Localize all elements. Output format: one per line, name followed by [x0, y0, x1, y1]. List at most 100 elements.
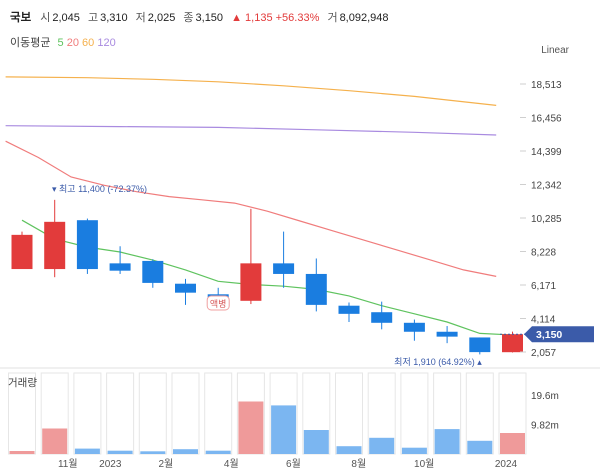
volume-bar[interactable] [238, 401, 264, 455]
candle[interactable] [273, 231, 295, 288]
candle-body[interactable] [338, 305, 360, 314]
volume-slot [106, 372, 135, 455]
close-label: 종 [183, 12, 194, 24]
ma-5-label[interactable]: 5 [57, 37, 64, 49]
x-tick-label: 4월 [224, 458, 239, 470]
volume-pane-title: 거래량 [8, 377, 37, 389]
volume-slot [335, 372, 363, 455]
volume-bar[interactable] [74, 448, 100, 454]
candle-body[interactable] [371, 312, 393, 323]
volume-bar[interactable] [336, 446, 362, 454]
close-value: 3,150 [195, 12, 224, 24]
candle-body[interactable] [436, 331, 458, 337]
ma-legend-label: 이동평균 [10, 37, 51, 49]
volume-bar[interactable] [42, 428, 68, 455]
ma-60-label[interactable]: 60 [82, 37, 95, 49]
candle[interactable] [338, 302, 360, 322]
candle[interactable] [403, 319, 425, 341]
quote-summary: 국보 시 2,045 고 3,310 저 2,025 종 3,150 ▲ 1,135 +… [10, 9, 394, 25]
low-value: 2,025 [147, 12, 176, 24]
volume-y-tick-label: 19.6m [531, 391, 559, 402]
high-value: 3,310 [100, 12, 128, 24]
volume-y-tick-label: 9.82m [531, 421, 559, 432]
candle[interactable] [175, 278, 196, 305]
event-tag[interactable]: 액병 [206, 295, 230, 311]
volume-bar[interactable] [303, 430, 329, 454]
volume-bar[interactable] [369, 437, 395, 454]
stock-name: 국보 [10, 12, 32, 24]
y-tick-label: 4,114 [531, 315, 556, 326]
y-tick-label: 10,285 [531, 214, 562, 225]
candle-body[interactable] [142, 260, 164, 283]
current-price-label: 3,150 [536, 329, 562, 341]
volume-bar[interactable] [271, 405, 297, 454]
y-tick-label: 16,456 [531, 114, 562, 125]
candle-body[interactable] [403, 322, 425, 332]
candle-body[interactable] [305, 273, 327, 305]
y-tick-label: 14,399 [531, 147, 562, 158]
x-tick-label: 10월 [414, 458, 434, 470]
candle[interactable] [305, 258, 327, 312]
candle-body[interactable] [11, 234, 33, 270]
x-tick-label: 2월 [158, 458, 173, 470]
y-tick-label: 6,171 [531, 281, 556, 292]
change-value: ▲ 1,135 +56.33% [231, 12, 320, 24]
candle[interactable] [76, 218, 98, 274]
candle-body[interactable] [240, 263, 262, 301]
candle[interactable] [240, 208, 262, 305]
volume-value: 8,092,948 [339, 12, 389, 24]
x-tick-label: 8월 [351, 458, 366, 470]
candle-body[interactable] [76, 220, 98, 270]
volume-bar[interactable] [205, 450, 231, 454]
x-tick-label: 2023 [99, 459, 122, 470]
volume-bar[interactable] [173, 449, 198, 454]
x-tick-label: 2024 [495, 459, 518, 470]
volume-bar[interactable] [107, 450, 133, 454]
candle[interactable] [469, 337, 491, 355]
volume-bar[interactable] [500, 433, 525, 454]
event-tag-label: 액병 [210, 298, 227, 309]
open-value: 2,045 [52, 12, 80, 24]
y-tick-label: 2,057 [531, 348, 556, 359]
scale-toggle-button[interactable]: Linear [541, 45, 569, 56]
volume-bar[interactable] [401, 447, 427, 454]
volume-slot [8, 372, 36, 455]
candle[interactable] [436, 326, 458, 344]
volume-slot [73, 372, 102, 455]
moving-average-legend[interactable]: 이동평균 5 20 60 120 [10, 34, 116, 50]
current-price-tag [524, 326, 594, 343]
y-tick-label: 12,342 [531, 181, 562, 192]
volume-label: 거 [327, 12, 338, 24]
y-tick-label: 8,228 [531, 248, 556, 259]
candle[interactable] [109, 246, 131, 274]
volume-bar[interactable] [467, 440, 493, 454]
candle[interactable] [371, 301, 393, 330]
candle[interactable] [502, 331, 523, 353]
candle-body[interactable] [502, 334, 523, 353]
candle-body[interactable] [273, 263, 295, 274]
candle-body[interactable] [175, 283, 196, 293]
ma-5-line [21, 219, 513, 336]
candle-body[interactable] [469, 337, 491, 353]
candle[interactable] [44, 199, 66, 278]
low-price-marker: 최저 1,910 (64.92%) ▴ [394, 357, 482, 367]
x-tick-label: 6월 [286, 458, 301, 470]
volume-bar[interactable] [140, 451, 166, 454]
low-label: 저 [135, 12, 146, 24]
high-price-marker: ▾ 최고 11,400 (-72.37%) [52, 184, 147, 194]
volume-slot [171, 372, 200, 455]
candle[interactable] [142, 259, 164, 288]
candle-body[interactable] [109, 263, 131, 271]
volume-bar[interactable] [9, 451, 35, 454]
open-label: 시 [40, 12, 51, 24]
candle[interactable] [11, 231, 33, 270]
candle-body[interactable] [44, 221, 66, 270]
volume-bar[interactable] [434, 429, 460, 454]
ma-120-label[interactable]: 120 [97, 37, 116, 49]
ma-120-line [5, 125, 497, 136]
y-tick-label: 18,513 [531, 80, 562, 91]
volume-slot [138, 372, 167, 455]
ma-20-label[interactable]: 20 [66, 37, 79, 49]
volume-slot [204, 372, 233, 455]
